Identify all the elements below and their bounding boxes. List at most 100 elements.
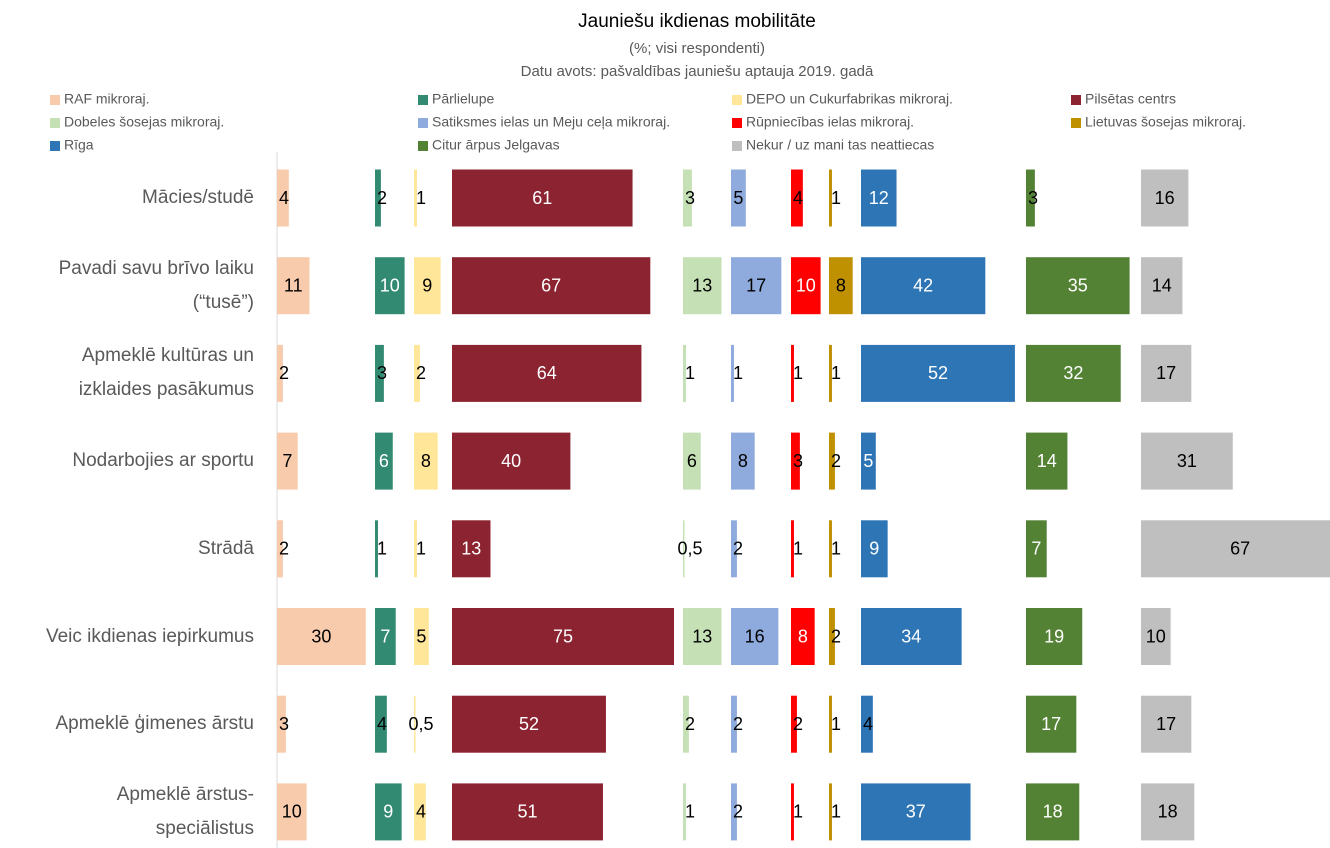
bar bbox=[791, 257, 821, 315]
legend-swatch bbox=[418, 95, 428, 105]
bar bbox=[1141, 695, 1192, 753]
bar bbox=[731, 783, 737, 841]
legend-swatch bbox=[1071, 95, 1081, 105]
bar bbox=[277, 432, 298, 490]
bar bbox=[1141, 344, 1192, 402]
bar bbox=[1141, 520, 1330, 578]
bar bbox=[375, 257, 405, 315]
data-label: 14 bbox=[1152, 275, 1172, 295]
bar bbox=[375, 783, 402, 841]
data-label: 2 bbox=[793, 714, 803, 734]
data-label: 67 bbox=[1230, 539, 1250, 559]
bar bbox=[452, 608, 674, 665]
data-label: 52 bbox=[519, 714, 539, 734]
bar bbox=[1026, 169, 1035, 227]
data-label: 8 bbox=[798, 626, 808, 646]
bar bbox=[683, 432, 701, 490]
bar bbox=[452, 169, 633, 227]
bar bbox=[452, 257, 651, 315]
bar bbox=[375, 432, 393, 490]
bar bbox=[1026, 608, 1083, 665]
data-label: 3 bbox=[793, 451, 803, 471]
data-label: 2 bbox=[416, 363, 426, 383]
bar bbox=[375, 608, 396, 665]
bar bbox=[1141, 432, 1233, 490]
bar bbox=[861, 257, 986, 315]
data-label: 1 bbox=[793, 539, 803, 559]
bar bbox=[452, 520, 491, 578]
data-label: 17 bbox=[1041, 714, 1061, 734]
legend-label: Rīga bbox=[64, 137, 94, 153]
bar bbox=[731, 257, 782, 315]
data-label: 64 bbox=[537, 363, 557, 383]
bar bbox=[375, 344, 384, 402]
bar bbox=[829, 695, 832, 753]
data-label: 4 bbox=[416, 802, 426, 822]
legend-label: Dobeles šosejas mikroraj. bbox=[64, 114, 224, 130]
bar bbox=[861, 169, 897, 227]
bar bbox=[414, 257, 441, 315]
data-label: 3 bbox=[1028, 188, 1038, 208]
data-label: 1 bbox=[793, 802, 803, 822]
data-label: 2 bbox=[831, 451, 841, 471]
data-label: 3 bbox=[685, 188, 695, 208]
bar bbox=[829, 783, 832, 841]
bar bbox=[791, 169, 803, 227]
bar bbox=[829, 169, 832, 227]
data-label: 9 bbox=[869, 539, 879, 559]
legend-label: Satiksmes ielas un Meju ceļa mikroraj. bbox=[432, 114, 670, 130]
data-label: 3 bbox=[377, 363, 387, 383]
data-label: 34 bbox=[901, 626, 921, 646]
data-label: 8 bbox=[421, 451, 431, 471]
bar bbox=[829, 257, 853, 315]
bar bbox=[1026, 432, 1068, 490]
data-label: 1 bbox=[685, 802, 695, 822]
data-label: 67 bbox=[541, 275, 561, 295]
bar bbox=[731, 608, 779, 665]
data-label: 7 bbox=[282, 451, 292, 471]
bar bbox=[277, 520, 283, 578]
bar bbox=[861, 783, 971, 841]
bar bbox=[791, 608, 815, 665]
legend-label: DEPO un Cukurfabrikas mikroraj. bbox=[746, 91, 953, 107]
legend-label: Citur ārpus Jelgavas bbox=[432, 137, 560, 153]
bar bbox=[1026, 257, 1130, 315]
chart-source: Datu avots: pašvaldības jauniešu aptauja… bbox=[521, 63, 874, 80]
bar bbox=[1026, 520, 1047, 578]
data-label: 42 bbox=[913, 275, 933, 295]
data-label: 5 bbox=[416, 626, 426, 646]
legend-swatch bbox=[50, 118, 60, 128]
bar bbox=[277, 783, 307, 841]
data-label: 7 bbox=[380, 626, 390, 646]
bar bbox=[375, 695, 387, 753]
bar bbox=[791, 695, 797, 753]
bar bbox=[1141, 783, 1195, 841]
bar bbox=[829, 344, 832, 402]
bar bbox=[1026, 695, 1077, 753]
category-label: Apmeklē ģimenes ārstu bbox=[55, 713, 254, 735]
bar bbox=[277, 169, 289, 227]
legend-label: Pilsētas centrs bbox=[1085, 91, 1176, 107]
data-label: 2 bbox=[733, 539, 743, 559]
data-label: 10 bbox=[1146, 626, 1166, 646]
bar bbox=[1141, 608, 1171, 665]
bar bbox=[414, 432, 438, 490]
bar bbox=[277, 608, 366, 665]
legend-swatch bbox=[732, 141, 742, 151]
data-label: 2 bbox=[685, 714, 695, 734]
data-label: 16 bbox=[745, 626, 765, 646]
bar bbox=[414, 520, 417, 578]
data-label: 40 bbox=[501, 451, 521, 471]
data-label: 2 bbox=[279, 539, 289, 559]
bar bbox=[731, 695, 737, 753]
bar bbox=[861, 520, 888, 578]
bar bbox=[731, 344, 734, 402]
bar bbox=[452, 432, 571, 490]
data-label: 8 bbox=[738, 451, 748, 471]
data-label: 0,5 bbox=[677, 539, 702, 559]
bar bbox=[452, 783, 603, 841]
legend-swatch bbox=[1071, 118, 1081, 128]
data-label: 31 bbox=[1177, 451, 1197, 471]
data-label: 4 bbox=[377, 714, 387, 734]
